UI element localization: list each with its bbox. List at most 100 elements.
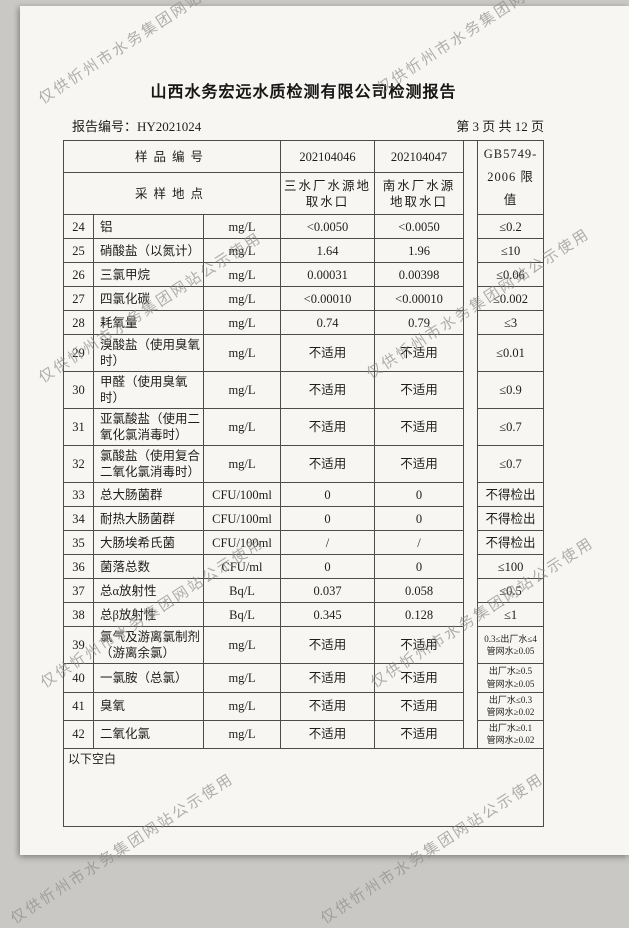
table-row: 35 大肠埃希氏菌 CFU/100ml / / 不得检出 (64, 531, 545, 556)
sample2-value: / (375, 531, 465, 556)
limit-line: ≤0.2 (499, 219, 522, 234)
spacer-cell (464, 720, 479, 749)
sample1-value: 0.00031 (281, 263, 376, 288)
limit-value: 出厂水≤0.3 管网水≥0.02 (478, 692, 545, 721)
sample-id-header: 样品编号 (64, 141, 282, 174)
parameter-name: 三氯甲烷 (94, 263, 204, 288)
spacer-cell (464, 603, 479, 628)
sampling-site-header: 采样地点 (64, 173, 282, 216)
spacer-cell (464, 409, 479, 447)
limit-line: ≤0.06 (496, 267, 525, 282)
table-row: 40 一氯胺（总氯） mg/L 不适用 不适用 出厂水≥0.5 管网水≥0.05 (64, 664, 545, 693)
table-body: 24 铝 mg/L <0.0050 <0.0050 ≤0.2 25 硝酸盐（以氮计） mg/L 1… (64, 215, 545, 749)
limit-value: ≤1 (478, 603, 545, 628)
row-number: 34 (64, 507, 94, 532)
spacer-cell (464, 579, 479, 604)
spacer-cell (464, 446, 479, 484)
report-number: 报告编号：HY2021024 (72, 116, 201, 135)
unit-cell: mg/L (204, 263, 282, 288)
parameter-name: 总α放射性 (94, 579, 204, 604)
limit-line: ≤1 (503, 607, 518, 622)
sample2-value: 0.128 (375, 603, 465, 628)
parameter-name: 总大肠菌群 (94, 483, 204, 508)
unit-cell: mg/L (204, 664, 282, 693)
limit-value: ≤0.5 (478, 579, 545, 604)
limit-line: 出厂水≥0.1 (488, 722, 533, 733)
limit-value: ≤0.7 (478, 446, 545, 484)
sample1-site: 三水厂水源地取水口 (281, 173, 376, 216)
parameter-name: 菌落总数 (94, 555, 204, 580)
parameter-name: 耐热大肠菌群 (94, 507, 204, 532)
sample1-value: 0.345 (281, 603, 376, 628)
limit-line: ≤0.7 (499, 457, 522, 472)
parameter-name: 二氧化氯 (94, 720, 204, 749)
parameter-name: 亚氯酸盐（使用二氧化氯消毒时） (94, 409, 204, 447)
limit-standard-header: GB5749- 2006 限值 (478, 141, 545, 216)
limit-value: ≤100 (478, 555, 545, 580)
limit-line: 出厂水≤0.3 (488, 694, 533, 705)
sample2-value: 不适用 (375, 720, 465, 749)
limit-line: 管网水≥0.05 (486, 678, 535, 689)
sample1-value: 不适用 (281, 692, 376, 721)
sample2-value: 不适用 (375, 692, 465, 721)
limit-value: 0.3≤出厂水≤4 管网水≥0.05 (478, 627, 545, 665)
sample2-value: 0 (375, 555, 465, 580)
table-row: 32 氯酸盐（使用复合二氧化氯消毒时） mg/L 不适用 不适用 ≤0.7 (64, 446, 545, 484)
sample1-value: 0 (281, 483, 376, 508)
sample1-value: 不适用 (281, 627, 376, 665)
unit-cell: mg/L (204, 692, 282, 721)
sample2-id: 202104047 (375, 141, 465, 174)
sample2-value: 0 (375, 507, 465, 532)
parameter-name: 溴酸盐（使用臭氧时） (94, 335, 204, 373)
spacer-cell (464, 483, 479, 508)
sample2-value: 不适用 (375, 627, 465, 665)
parameter-name: 甲醛（使用臭氧时） (94, 372, 204, 410)
parameter-name: 氯气及游离氯制剂（游离余氯） (94, 627, 204, 665)
table-row: 33 总大肠菌群 CFU/100ml 0 0 不得检出 (64, 483, 545, 508)
spacer-cell (464, 555, 479, 580)
limit-line: 不得检出 (485, 511, 536, 526)
table-row: 31 亚氯酸盐（使用二氧化氯消毒时） mg/L 不适用 不适用 ≤0.7 (64, 409, 545, 447)
sample2-value: <0.00010 (375, 287, 465, 312)
report-content: 山西水务宏远水质检测有限公司检测报告 报告编号：HY2021024 第 3 页 … (63, 6, 545, 827)
blank-below-note: 以下空白 (64, 748, 545, 827)
row-number: 31 (64, 409, 94, 447)
sample1-value: 1.64 (281, 239, 376, 264)
sample2-value: <0.0050 (375, 215, 465, 240)
sample1-value: <0.0050 (281, 215, 376, 240)
spacer-cell (464, 507, 479, 532)
spacer-cell (464, 335, 479, 373)
limit-value: ≤0.002 (478, 287, 545, 312)
row-number: 28 (64, 311, 94, 336)
row-number: 30 (64, 372, 94, 410)
table-row: 42 二氧化氯 mg/L 不适用 不适用 出厂水≥0.1 管网水≥0.02 (64, 720, 545, 749)
parameter-name: 四氯化碳 (94, 287, 204, 312)
table-row: 26 三氯甲烷 mg/L 0.00031 0.00398 ≤0.06 (64, 263, 545, 288)
unit-cell: CFU/100ml (204, 531, 282, 556)
unit-cell: mg/L (204, 215, 282, 240)
table-row: 36 菌落总数 CFU/ml 0 0 ≤100 (64, 555, 545, 580)
limit-line: ≤100 (497, 559, 524, 574)
table-row: 24 铝 mg/L <0.0050 <0.0050 ≤0.2 (64, 215, 545, 240)
limit-value: 出厂水≥0.1 管网水≥0.02 (478, 720, 545, 749)
row-number: 33 (64, 483, 94, 508)
limit-line: 管网水≥0.02 (486, 707, 535, 718)
limit-standard-line1: GB5749- (483, 147, 538, 161)
limit-value: 不得检出 (478, 531, 545, 556)
unit-cell: Bq/L (204, 603, 282, 628)
sample1-value: <0.00010 (281, 287, 376, 312)
limit-value: ≤3 (478, 311, 545, 336)
unit-cell: Bq/L (204, 579, 282, 604)
row-number: 42 (64, 720, 94, 749)
spacer-cell (464, 311, 479, 336)
sample2-value: 不适用 (375, 664, 465, 693)
limit-value: 不得检出 (478, 507, 545, 532)
water-quality-results-table: 样品编号 202104046 202104047 GB5749- 2006 限值… (63, 140, 545, 827)
unit-cell: CFU/ml (204, 555, 282, 580)
spacer-cell (464, 239, 479, 264)
parameter-name: 臭氧 (94, 692, 204, 721)
sample1-value: 0 (281, 507, 376, 532)
spacer-cell (464, 531, 479, 556)
limit-line: 出厂水≥0.5 (488, 666, 533, 677)
sample2-value: 不适用 (375, 446, 465, 484)
